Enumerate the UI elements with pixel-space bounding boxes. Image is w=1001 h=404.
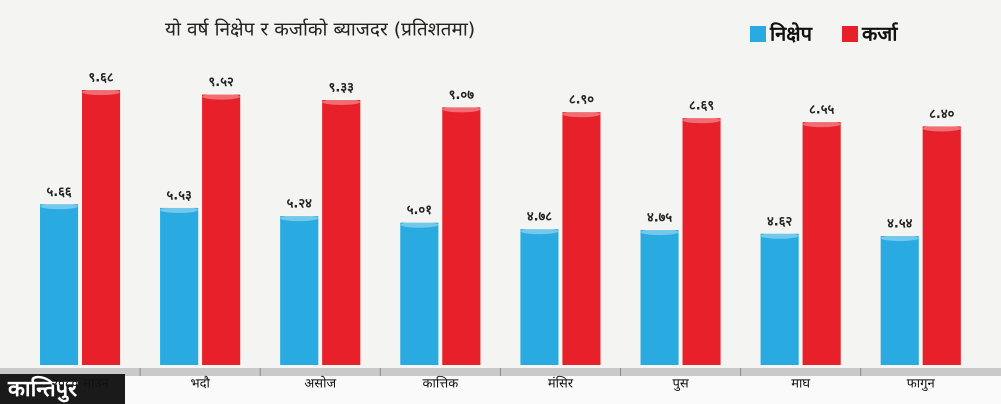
x-tick-label: पुस	[672, 377, 688, 392]
bar-shade	[82, 90, 121, 365]
bar-shade	[760, 233, 799, 365]
value-label: ४.५४	[887, 217, 912, 232]
bar-cap	[682, 117, 721, 124]
value-label: ९.३३	[329, 81, 354, 96]
value-label: ५.२४	[287, 197, 312, 212]
bar-shade	[400, 222, 439, 365]
bar-shade	[802, 122, 841, 366]
x-tick-label: माघ	[791, 377, 810, 392]
value-label: ४.६२	[767, 214, 792, 229]
logo-box	[0, 374, 125, 404]
bar-shade	[202, 94, 241, 365]
legend-swatch	[842, 26, 858, 42]
value-label: ९.०७	[449, 88, 474, 103]
bar-cap	[802, 121, 841, 128]
bar-cap	[562, 111, 601, 118]
legend-swatch	[750, 26, 766, 42]
bar-cap	[880, 235, 919, 242]
bar-shade	[562, 112, 601, 366]
legend-label: कर्जा	[861, 22, 898, 46]
value-label: ९.५२	[209, 75, 234, 90]
bar-shade	[442, 107, 481, 366]
bar-cap	[202, 93, 241, 100]
value-label: ४.७८	[527, 210, 552, 225]
bar-cap	[160, 206, 199, 213]
label-strip	[0, 376, 1001, 404]
x-tick-label: कात्तिक	[423, 376, 460, 392]
bar-cap	[520, 228, 559, 235]
x-tick-label: भदौ	[190, 376, 210, 392]
x-tick-label: मंसिर	[548, 376, 574, 392]
x-tick-label: असोज	[304, 376, 336, 392]
chart-title: यो वर्ष निक्षेप र कर्जाको ब्याजदर (प्रति…	[165, 18, 475, 41]
bar-cap	[40, 203, 79, 210]
bar-shade	[880, 236, 919, 365]
bar-cap	[922, 125, 961, 132]
value-label: ८.४०	[929, 107, 954, 122]
x-tick-label: फागुन	[907, 377, 936, 392]
bar-shade	[40, 204, 79, 365]
value-label: ५.०१	[407, 203, 432, 218]
bar-cap	[400, 221, 439, 228]
bar-shade	[280, 216, 319, 365]
bar-shade	[640, 230, 679, 365]
value-label: ८.६९	[689, 99, 714, 114]
value-label: ५.६६	[46, 185, 71, 200]
value-label: ९.६८	[88, 71, 113, 86]
bar-shade	[160, 207, 199, 365]
logo: कान्तिपुर	[7, 375, 78, 403]
bar-cap	[640, 229, 679, 236]
bar-cap	[280, 215, 319, 222]
bar-cap	[760, 232, 799, 239]
value-label: ८.५५	[809, 103, 834, 118]
x-tick-label: २०८० साउन	[51, 377, 109, 392]
value-label: ४.७५	[647, 211, 672, 226]
bar-shade	[682, 118, 721, 365]
bar-cap	[322, 99, 361, 106]
legend-label: निक्षेप	[769, 22, 814, 46]
bar-cap	[82, 89, 121, 96]
value-label: ८.९०	[569, 93, 594, 108]
bar-cap	[442, 106, 481, 113]
bar-shade	[322, 100, 361, 365]
bar-shade	[520, 229, 559, 365]
value-label: ५.५३	[167, 188, 192, 203]
bar-shade	[922, 126, 961, 365]
